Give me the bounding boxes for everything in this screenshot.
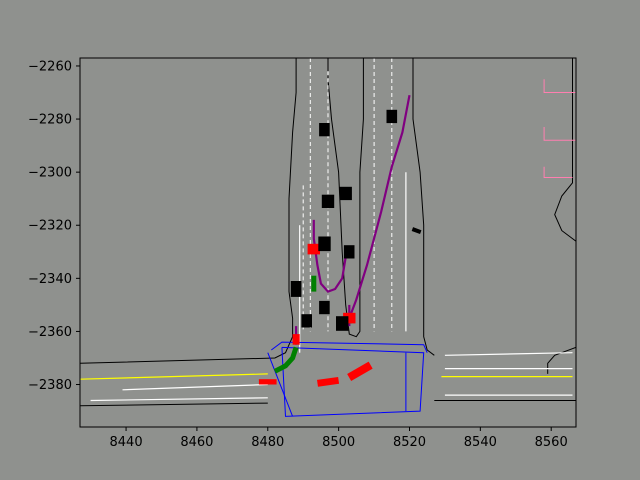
lane-edges-line-4 — [90, 397, 268, 402]
parked-9 — [301, 314, 312, 328]
road-boundaries-line-5 — [554, 58, 576, 242]
y-axis: −2260 −2280 −2300 −2320 −2340 −2360 −2380 — [28, 59, 80, 393]
plot-frame — [79, 57, 577, 428]
agent-red-4 — [258, 379, 277, 385]
agent-red-3 — [343, 312, 356, 324]
road-boundaries-line-2 — [80, 402, 268, 407]
y-tick-label--2380: −2380 — [28, 378, 72, 393]
x-tick-label-8520: 8520 — [393, 435, 426, 450]
y-tick-label--2320: −2320 — [28, 219, 72, 234]
agent-red-5 — [317, 376, 340, 387]
agent-red-1 — [307, 243, 320, 255]
center-lines-line-1 — [80, 373, 268, 380]
x-tick-label-8460: 8460 — [180, 435, 213, 450]
parked-11 — [411, 227, 422, 234]
lane-dividers-series — [302, 58, 393, 332]
crosswalk-markers-series — [543, 79, 576, 178]
parked-2 — [386, 109, 398, 124]
x-tick-label-8560: 8560 — [535, 435, 568, 450]
parked-5 — [318, 236, 331, 252]
lane-edges-line-3 — [122, 383, 268, 391]
parked-6 — [343, 245, 355, 259]
crosswalk-markers-line-3 — [543, 166, 573, 178]
road-boundaries-line-1 — [80, 58, 297, 364]
road-boundaries-line-3 — [412, 58, 435, 356]
parked-7 — [290, 281, 302, 297]
predicted-paths-line-2 — [348, 94, 411, 319]
agent-red-6 — [347, 361, 373, 381]
road-boundaries-line-7 — [327, 58, 364, 338]
y-tick-label--2340: −2340 — [28, 272, 72, 287]
x-tick-label-8480: 8480 — [251, 435, 284, 450]
plot-area — [80, 58, 576, 417]
lane-edges-line-6 — [444, 352, 573, 356]
crosswalk-markers-line-1 — [543, 79, 576, 93]
parked-4 — [321, 194, 335, 208]
x-tick-label-8500: 8500 — [322, 435, 355, 450]
predicted-paths-line-1 — [312, 219, 347, 293]
y-tick-label--2360: −2360 — [28, 325, 72, 340]
y-tick-label--2300: −2300 — [28, 166, 72, 181]
y-tick-label--2260: −2260 — [28, 59, 72, 74]
center-lines-series — [80, 373, 573, 380]
parked-1 — [319, 123, 330, 137]
x-tick-label-8540: 8540 — [464, 435, 497, 450]
road-boundaries-series — [80, 58, 576, 407]
agent-red-2 — [292, 334, 300, 345]
x-tick-label-8440: 8440 — [110, 435, 143, 450]
vehicles-series — [258, 109, 422, 387]
parked-3 — [339, 186, 352, 201]
parked-8 — [319, 300, 330, 315]
crosswalks-line-2 — [271, 341, 428, 353]
crosswalks-line-1 — [281, 346, 425, 417]
y-tick-label--2280: −2280 — [28, 113, 72, 128]
x-axis: 8440 8460 8480 8500 8520 8540 8560 — [110, 427, 568, 450]
crosswalk-markers-line-2 — [543, 127, 576, 141]
crosswalks-line-3 — [267, 352, 294, 417]
parked-10 — [336, 316, 349, 331]
ego-history-line-1 — [273, 346, 299, 374]
crosswalks-series — [267, 341, 428, 417]
